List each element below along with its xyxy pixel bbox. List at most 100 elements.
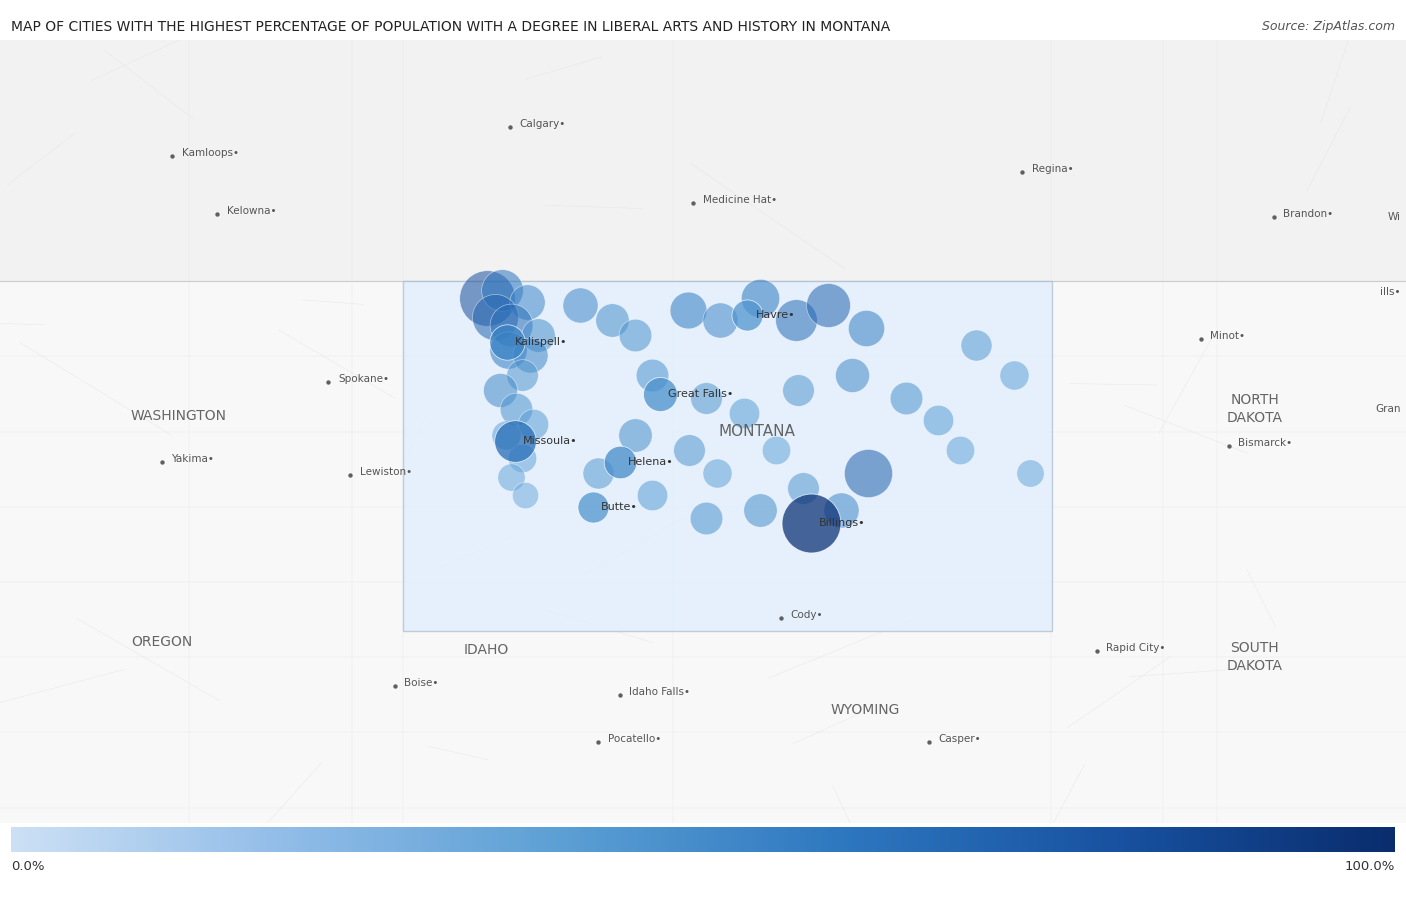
Bar — [0, 40, 1406, 281]
Point — [965, 338, 987, 352]
Point — [489, 383, 512, 397]
Point — [737, 307, 759, 322]
Point — [586, 466, 609, 480]
Text: Great Falls•: Great Falls• — [668, 389, 733, 399]
Point — [640, 488, 662, 503]
Point — [748, 503, 770, 518]
Point — [841, 368, 863, 382]
Point — [894, 390, 917, 405]
Point — [586, 734, 609, 749]
Point — [817, 298, 839, 312]
Point — [510, 368, 533, 382]
Point — [495, 334, 517, 349]
Point — [519, 348, 541, 362]
Point — [205, 207, 228, 221]
Text: Butte•: Butte• — [602, 502, 638, 512]
Text: WYOMING: WYOMING — [831, 703, 900, 717]
Text: Cody•: Cody• — [790, 610, 823, 620]
Point — [527, 328, 550, 343]
Text: Casper•: Casper• — [939, 734, 981, 744]
Text: 0.0%: 0.0% — [11, 860, 45, 873]
Point — [706, 466, 728, 480]
Point — [1263, 210, 1285, 225]
Point — [495, 428, 517, 442]
Point — [484, 310, 506, 325]
Point — [505, 402, 527, 416]
Point — [695, 511, 717, 525]
Text: ills•: ills• — [1381, 288, 1400, 298]
Point — [830, 503, 852, 518]
Point — [160, 148, 183, 163]
Point — [682, 196, 704, 210]
Point — [609, 454, 631, 468]
Point — [568, 298, 591, 312]
Text: Regina•: Regina• — [1032, 164, 1073, 174]
Point — [709, 313, 731, 327]
Point — [769, 610, 792, 625]
Point — [609, 689, 631, 703]
Text: OREGON: OREGON — [132, 635, 193, 649]
Point — [499, 469, 522, 484]
Text: Idaho Falls•: Idaho Falls• — [630, 688, 690, 698]
Point — [648, 387, 671, 401]
Point — [676, 302, 699, 316]
Point — [522, 417, 544, 432]
Point — [786, 383, 808, 397]
Point — [503, 434, 526, 449]
Point — [927, 413, 949, 427]
Text: Medicine Hat•: Medicine Hat• — [703, 195, 778, 205]
Point — [499, 120, 522, 134]
Text: Brandon•: Brandon• — [1284, 209, 1333, 219]
Text: Gran: Gran — [1375, 404, 1400, 414]
Point — [1218, 439, 1240, 453]
Point — [582, 500, 605, 514]
Text: SOUTH
DAKOTA: SOUTH DAKOTA — [1226, 642, 1282, 672]
Point — [1085, 644, 1108, 658]
Point — [1189, 332, 1212, 346]
Point — [316, 375, 339, 389]
Point — [640, 368, 662, 382]
Point — [1002, 368, 1025, 382]
Text: Kelowna•: Kelowna• — [226, 206, 276, 216]
Text: Minot•: Minot• — [1211, 331, 1246, 341]
Point — [765, 443, 787, 458]
Point — [491, 283, 513, 298]
Text: Pocatello•: Pocatello• — [607, 734, 661, 744]
Text: Kamloops•: Kamloops• — [181, 147, 239, 157]
Point — [792, 481, 814, 495]
Text: Wi: Wi — [1388, 212, 1400, 222]
Text: Kalispell•: Kalispell• — [515, 337, 567, 347]
Text: Billings•: Billings• — [820, 518, 866, 529]
Text: Missoula•: Missoula• — [523, 436, 578, 446]
Point — [1011, 165, 1033, 179]
Point — [855, 321, 877, 335]
Text: WASHINGTON: WASHINGTON — [131, 409, 226, 423]
Point — [624, 328, 647, 343]
Point — [384, 679, 406, 693]
Text: Havre•: Havre• — [755, 310, 794, 320]
Text: Lewiston•: Lewiston• — [360, 467, 412, 477]
Point — [600, 313, 623, 327]
Point — [748, 290, 770, 305]
Text: Boise•: Boise• — [405, 678, 439, 688]
Point — [800, 516, 823, 530]
Text: Helena•: Helena• — [628, 457, 673, 467]
Point — [339, 468, 361, 483]
Point — [785, 313, 807, 327]
Point — [498, 343, 520, 358]
Point — [678, 443, 700, 458]
Point — [499, 317, 522, 332]
Point — [150, 454, 173, 468]
Point — [856, 466, 879, 480]
Text: Rapid City•: Rapid City• — [1107, 643, 1166, 653]
Text: Source: ZipAtlas.com: Source: ZipAtlas.com — [1261, 20, 1395, 32]
Text: Bismarck•: Bismarck• — [1239, 438, 1292, 448]
Text: 100.0%: 100.0% — [1344, 860, 1395, 873]
Point — [695, 390, 717, 405]
Point — [510, 450, 533, 465]
Point — [733, 405, 755, 420]
Bar — [404, 281, 1052, 631]
Point — [475, 290, 498, 305]
Text: NORTH
DAKOTA: NORTH DAKOTA — [1226, 393, 1282, 424]
Text: IDAHO: IDAHO — [464, 643, 509, 656]
